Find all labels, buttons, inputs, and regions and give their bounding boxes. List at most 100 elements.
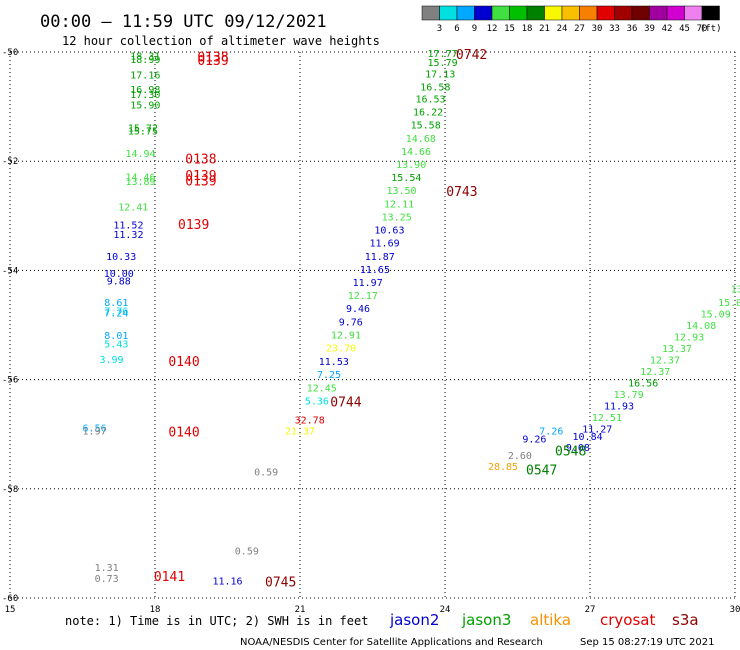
- axis-ticks: 15 18 21 24 27 30 -50 -52 -54 -56 -58 -60: [2, 48, 740, 615]
- y-tick-label: -54: [2, 266, 18, 276]
- wave-height-label: 9.26: [522, 435, 546, 446]
- color-swatch: [701, 5, 720, 21]
- pass-label: 0547: [526, 464, 557, 479]
- wave-height-label: 15.09: [701, 310, 731, 321]
- wave-height-label: 28.85: [488, 462, 518, 473]
- color-scale-label: 39: [644, 24, 655, 34]
- x-tick-label: 18: [150, 605, 161, 615]
- color-swatch: [474, 5, 493, 21]
- wave-height-label: 1.97: [83, 426, 107, 437]
- plot-grid: [9, 51, 736, 599]
- wave-height-label: 16.98: [130, 85, 160, 96]
- pass-label: 0138: [185, 152, 216, 167]
- pass-label: 0139: [185, 174, 216, 189]
- color-swatch: [456, 5, 475, 21]
- wave-height-label: 17.13: [425, 69, 455, 80]
- color-swatch: [561, 5, 580, 21]
- satellite-legend-jason2: jason2: [389, 611, 439, 629]
- pass-label: 0139: [185, 169, 216, 184]
- pass-label: 0138: [197, 50, 228, 65]
- wave-height-label: 11.16: [212, 577, 242, 588]
- color-scale-label: 9: [472, 24, 477, 34]
- x-tick-label: 27: [585, 605, 596, 615]
- color-scale-label: 3: [437, 24, 442, 34]
- wave-height-label: 12.37: [650, 355, 680, 366]
- wave-height-label: 3.99: [99, 355, 123, 366]
- color-swatch: [491, 5, 510, 21]
- wave-height-label: 14.68: [406, 134, 436, 145]
- color-scale-legend: 3 6 9 12 15 18 21 24 27 30 33 36 39 42 45 70(ft): [421, 5, 722, 34]
- color-scale-label: 36: [627, 24, 638, 34]
- x-tick-label: 24: [440, 605, 451, 615]
- wave-height-label: 15.54: [391, 173, 421, 184]
- y-tick-label: -60: [2, 594, 18, 604]
- wave-height-label: 17.30: [130, 90, 160, 101]
- wave-height-label: 11.65: [360, 265, 390, 276]
- wave-height-label: 9.76: [339, 317, 363, 328]
- satellite-legend-cryosat: cryosat: [600, 611, 655, 629]
- wave-height-label: 21.37: [285, 426, 315, 437]
- wave-height-label: 9.46: [346, 304, 370, 315]
- color-swatch: [439, 5, 458, 21]
- chart-title: 00:00 – 11:59 UTC 09/12/2021: [40, 12, 327, 32]
- color-scale-label: 27: [574, 24, 585, 34]
- wave-height-label: 17.16: [130, 70, 160, 81]
- wave-height-label: 12.41: [118, 203, 148, 214]
- wave-height-label: 13.89: [125, 177, 155, 188]
- pass-label: 0744: [330, 395, 361, 410]
- wave-height-label: 12.17: [348, 291, 378, 302]
- wave-height-label: 13.90: [396, 160, 426, 171]
- footer-note: note: 1) Time is in UTC; 2) SWH is in fe…: [65, 614, 368, 628]
- wave-height-label: 12.93: [674, 333, 704, 344]
- color-swatch: [579, 5, 598, 21]
- wave-height-label: 7.76: [104, 306, 128, 317]
- wave-height-label: 16.56: [628, 378, 658, 389]
- wave-height-label: 11.32: [113, 230, 143, 241]
- wave-height-label: 12.11: [384, 199, 414, 210]
- wave-height-label: 15.79: [428, 58, 458, 69]
- wave-height-label: 11.53: [319, 357, 349, 368]
- wave-height-label: 16.53: [415, 95, 445, 106]
- wave-height-label: 13.79: [614, 390, 644, 401]
- satellite-legend-jason3: jason3: [461, 611, 511, 629]
- pass-label: 0743: [446, 185, 477, 200]
- pass-label: 0139: [178, 218, 209, 233]
- wave-height-label: 15.72: [128, 123, 158, 134]
- wave-height-label: 12.45: [307, 383, 337, 394]
- wave-height-label: 11.97: [353, 278, 383, 289]
- color-scale-label: 42: [662, 24, 673, 34]
- timestamp: Sep 15 08:27:19 UTC 2021: [580, 637, 714, 648]
- wave-height-label: 5.36: [305, 396, 329, 407]
- y-tick-label: -56: [2, 376, 18, 386]
- wave-height-label: 9.08: [566, 443, 590, 454]
- wave-height-label: 14.66: [401, 147, 431, 158]
- wave-height-label: 10.33: [106, 252, 136, 263]
- wave-height-label: 13.37: [662, 344, 692, 355]
- satellite-legend-altika: altika: [530, 611, 571, 629]
- color-swatch: [649, 5, 668, 21]
- wave-height-label: 18.99: [130, 55, 160, 66]
- wave-height-label: 0.59: [235, 547, 259, 558]
- wave-height-label: 15.58: [411, 121, 441, 132]
- wave-height-label: 32.78: [295, 416, 325, 427]
- wave-height-label: 10.00: [104, 269, 134, 280]
- color-scale-label: 6: [454, 24, 459, 34]
- color-swatch: [526, 5, 545, 21]
- color-scale-label: 21: [539, 24, 550, 34]
- wave-height-label: 14.94: [125, 149, 155, 160]
- wave-height-label: 7.24: [104, 309, 128, 320]
- wave-height-label: 7.26: [539, 426, 563, 437]
- wave-height-label: 10.63: [374, 226, 404, 237]
- wave-height-label: 11.87: [365, 252, 395, 263]
- x-tick-label: 15: [5, 605, 16, 615]
- color-swatch: [509, 5, 528, 21]
- wave-height-label: 12.51: [592, 413, 622, 424]
- color-scale-unit: (ft): [700, 24, 722, 34]
- wave-height-label: 18.31: [130, 51, 160, 62]
- wave-height-label: 15.90: [130, 101, 160, 112]
- wave-height-label: 12.91: [331, 330, 361, 341]
- wave-height-label: 11.52: [113, 221, 143, 232]
- wave-height-label: 7.25: [317, 370, 341, 381]
